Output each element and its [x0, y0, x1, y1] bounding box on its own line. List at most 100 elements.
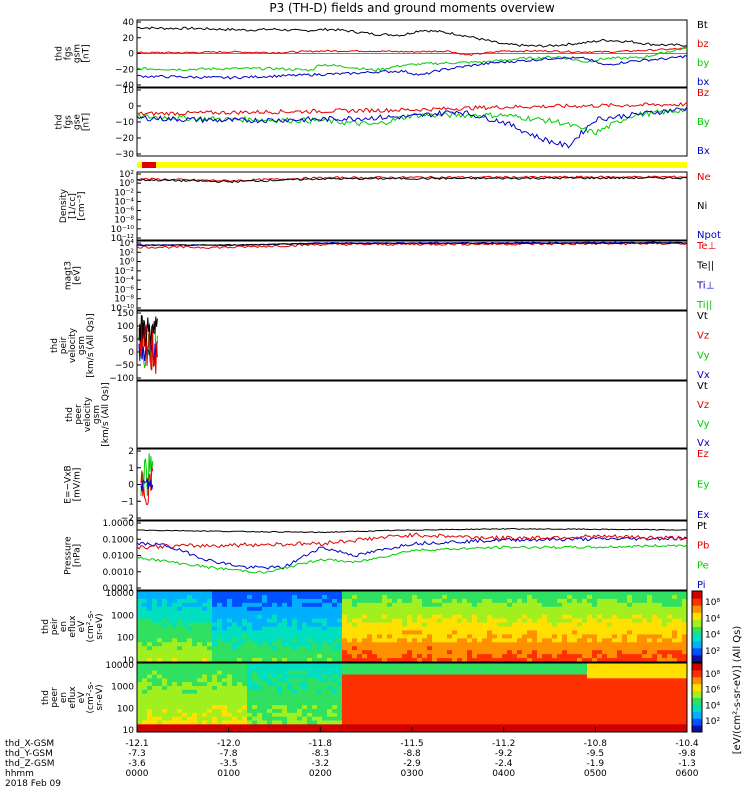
panel-ylabel-line: peir [59, 336, 69, 354]
panel-ylabel-line: [1/cc] [68, 193, 78, 219]
panel-tick-label: 10⁴ [119, 239, 134, 249]
panel-tick-label: 10 [123, 726, 135, 736]
xaxis-value: -12.1 [125, 739, 148, 749]
legend-ti: Ti⊥ [696, 280, 714, 291]
panel-tick-label: 10⁻⁸ [114, 295, 134, 305]
xaxis-value: -1.3 [678, 759, 696, 769]
legend-by: By [697, 117, 710, 128]
panel-tick-label: 10⁻¹⁰ [111, 225, 135, 235]
panel-tick-label: 1.0000 [103, 519, 135, 529]
panel-pressure: Pressure [nPa] 1.0000 0.1000 0.0100 0.0010 0.0… [64, 519, 710, 594]
panel-ylabel-line: en [59, 621, 69, 632]
panel-tick-label: 150 [117, 309, 134, 319]
panel-tick-label: −20 [115, 65, 134, 75]
xaxis-value: -9.5 [587, 749, 605, 759]
panel-tick-label: 10 [123, 656, 135, 666]
colorbar-tick: 10⁴ [705, 614, 720, 624]
panel-ylabel-line: peer [50, 687, 60, 708]
panel-peer_vel: thd peer velocity gsm [km/s (All Qs)] Vt Vz Vy V… [65, 380, 710, 449]
panel-tick-label: −100 [109, 374, 134, 384]
xaxis-row-label: hhmm [5, 769, 34, 779]
panel-tick-label: 10⁻¹² [111, 234, 135, 244]
panel-ylabel-line: gsm [92, 405, 102, 424]
panel-tick-label: 10 [123, 86, 135, 96]
xaxis-value: -7.8 [220, 749, 238, 759]
panel-tick-label: 0 [128, 102, 134, 112]
panel-density: Density [1/cc] [cm⁻³]10²10⁰10⁻²10⁻⁴10⁻⁶10⁻… [59, 170, 721, 244]
panel-ylabel-line: [cm⁻³] [77, 191, 87, 220]
panel-tick-label: 10⁻⁴ [114, 197, 134, 207]
xaxis-value: 0200 [309, 769, 332, 779]
panel-ylabel-line: (cm²-s- [86, 681, 96, 713]
peir-velocity-lines [138, 314, 158, 375]
xaxis-value: 0600 [676, 769, 699, 779]
ion-spectrogram [136, 590, 688, 663]
legend-ez: Ez [697, 449, 709, 460]
panel-tick-label: 0 [128, 50, 134, 60]
quality-flag-bad-segment [142, 162, 156, 168]
legend-bt: Bt [697, 20, 708, 31]
xaxis-value: -3.2 [312, 759, 330, 769]
legend-te: Te⊥ [696, 241, 716, 252]
panel-tick-label: 50 [123, 335, 135, 345]
panel-ylabel-line: gse [73, 114, 83, 130]
xaxis-value: 0000 [126, 769, 149, 779]
panel-tick-label: 100 [117, 322, 134, 332]
panel-ylabel-line: sr-eV) [95, 684, 105, 710]
colorbar-label: [eV/(cm²-s-sr-eV)] (All Qs) [732, 626, 743, 755]
bx-gse-line [136, 106, 688, 149]
panel-tick-label: 10000 [105, 661, 134, 671]
panel-tick-label: 10² [119, 248, 134, 258]
panel-tick-label: 10⁻² [114, 188, 134, 198]
pe-line [136, 543, 688, 574]
legend-by: by [697, 58, 709, 69]
legend-pt: Pt [697, 521, 707, 532]
xaxis-value: 0500 [584, 769, 607, 779]
panel-ylabel-line: [eV] [73, 266, 83, 285]
panel-ylabel-line: (cm²-s- [86, 610, 96, 642]
panel-frame [136, 240, 688, 311]
panel-frame [136, 171, 688, 241]
panel-ylabel-line: [km/s (All Qs)] [86, 313, 96, 377]
by-gse-line [136, 106, 688, 136]
ion-colorbar: 10⁸ 10⁴ 10⁴ 10² [691, 590, 720, 663]
plot-title: P3 (TH-D) fields and ground moments over… [269, 1, 554, 15]
xaxis-value: 0300 [401, 769, 424, 779]
bz-gse-line [136, 102, 688, 117]
fgs-gse-lines [136, 102, 688, 149]
panel-ylabel-line: thd [41, 619, 51, 634]
panel-tick-label: 10⁻⁶ [114, 285, 134, 295]
bt-line [136, 26, 688, 48]
panel-tick-label: 10⁻¹⁰ [111, 304, 135, 314]
efield-spike-0 [140, 453, 154, 496]
legend-vt: Vt [697, 311, 708, 322]
panel-tick-label: 1 [128, 464, 134, 474]
panel-frame [136, 380, 688, 449]
xaxis-value: -9.8 [678, 749, 696, 759]
colorbar-tick: 10⁶ [705, 686, 720, 696]
efield-spike-1 [140, 466, 154, 506]
panel-ylabel-line: peir [50, 617, 60, 635]
legend-bz: Bz [697, 88, 709, 99]
panel-tick-label: −50 [115, 361, 134, 371]
xaxis-value: -11.2 [492, 739, 515, 749]
panel-tick-label: 100 [117, 704, 134, 714]
legend-vz: Vz [697, 400, 709, 411]
panel-frame [136, 448, 688, 521]
xaxis-value: 0400 [492, 769, 515, 779]
panel-fgs_gse: thd fgs gse [nT] 10 0 −10 −20 −30 Bz By Bx [55, 86, 710, 160]
panel-ylabel-line: eflux [68, 686, 78, 709]
xaxis-value: -12.0 [217, 739, 241, 749]
panel-tick-label: −20 [115, 134, 134, 144]
panel-tick-label: 0.1000 [103, 535, 135, 545]
panel-tick-label: 40 [123, 18, 135, 28]
te-par-line [136, 241, 688, 247]
panel-tick-label: 10⁰ [119, 179, 134, 189]
legend-bz: bz [697, 39, 709, 50]
legend-vx: Vx [697, 370, 710, 381]
xaxis-value: -11.8 [309, 739, 333, 749]
panel-tick-label: 10000 [105, 589, 134, 599]
panel-tick-label: −2 [121, 514, 134, 524]
